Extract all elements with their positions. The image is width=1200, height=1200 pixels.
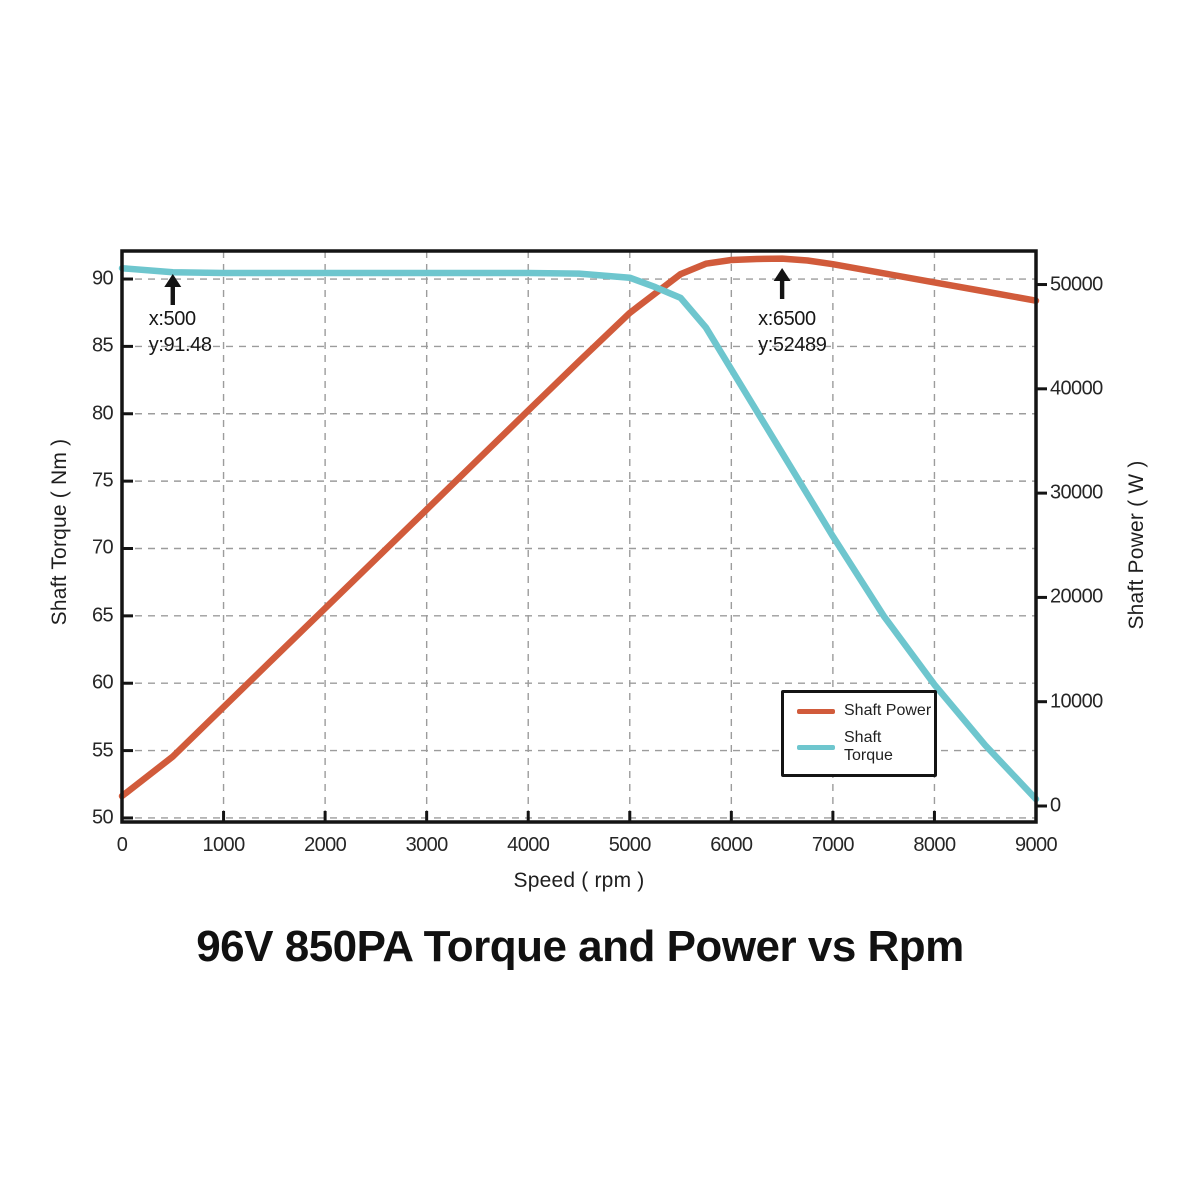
right-tick-label: 40000 bbox=[1050, 377, 1103, 400]
x-tick-label: 5000 bbox=[608, 834, 652, 856]
shaft-torque-curve bbox=[118, 264, 1040, 803]
left-tick-label: 75 bbox=[91, 469, 114, 492]
shaft-power-line-swatch bbox=[797, 708, 835, 714]
x-axis-title: Speed ( rpm ) bbox=[513, 869, 645, 892]
left-tick-label: 60 bbox=[91, 671, 114, 694]
annotation-arrow-tail bbox=[779, 280, 785, 299]
left-tick-label: 65 bbox=[91, 604, 114, 627]
left-tick-label: 85 bbox=[91, 334, 114, 357]
right-tick-label: 20000 bbox=[1050, 585, 1103, 608]
legend-box: Shaft Power Shaft Torque bbox=[781, 690, 937, 777]
chart-title: 96V 850PA Torque and Power vs Rpm bbox=[196, 922, 964, 971]
annotation-torque-point: x:500 y:91.48 bbox=[149, 306, 212, 358]
x-tick-label: 3000 bbox=[405, 834, 449, 856]
annotation-power-y: y:52489 bbox=[758, 334, 827, 356]
annotation-torque-x: x:500 bbox=[148, 308, 196, 330]
x-tick-label: 9000 bbox=[1014, 834, 1058, 856]
shaft-power-curve bbox=[118, 255, 1040, 800]
legend-label-shaft-power: Shaft Power bbox=[844, 702, 932, 719]
left-tick-label: 80 bbox=[91, 402, 114, 425]
plot-border bbox=[120, 249, 1038, 824]
legend-item-shaft-power: Shaft Power bbox=[797, 702, 934, 720]
right-tick-label: 0 bbox=[1050, 794, 1061, 817]
left-tick-label: 90 bbox=[91, 267, 114, 290]
x-tick-label: 6000 bbox=[710, 834, 753, 856]
left-tick-label: 55 bbox=[91, 739, 114, 762]
legend-item-shaft-torque: Shaft Torque bbox=[797, 729, 934, 765]
x-tick-label: 4000 bbox=[507, 834, 550, 856]
annotation-arrow-head bbox=[773, 268, 791, 281]
left-tick-label: 50 bbox=[91, 806, 114, 829]
legend-label-shaft-torque: Shaft Torque bbox=[844, 729, 893, 764]
annotation-power-x: x:6500 bbox=[758, 308, 816, 330]
right-tick-label: 10000 bbox=[1050, 690, 1103, 713]
x-tick-label: 8000 bbox=[913, 834, 956, 856]
x-tick-label: 2000 bbox=[304, 834, 347, 856]
right-tick-label: 30000 bbox=[1050, 481, 1103, 504]
right-axis-title: Shaft Power ( W ) bbox=[1125, 460, 1148, 630]
annotation-torque-y: y:91.48 bbox=[148, 334, 212, 356]
left-tick-label: 70 bbox=[91, 536, 114, 559]
x-tick-label: 0 bbox=[116, 834, 128, 856]
annotation-arrow-tail bbox=[170, 286, 175, 305]
shaft-torque-line-swatch bbox=[797, 744, 835, 750]
annotation-power-point: x:6500 y:52489 bbox=[758, 306, 827, 358]
annotation-arrow-head bbox=[164, 274, 182, 287]
x-tick-label: 7000 bbox=[811, 834, 855, 856]
left-axis-title: Shaft Torque ( Nm ) bbox=[48, 438, 71, 626]
right-tick-label: 50000 bbox=[1050, 273, 1103, 296]
x-tick-label: 1000 bbox=[202, 834, 246, 856]
